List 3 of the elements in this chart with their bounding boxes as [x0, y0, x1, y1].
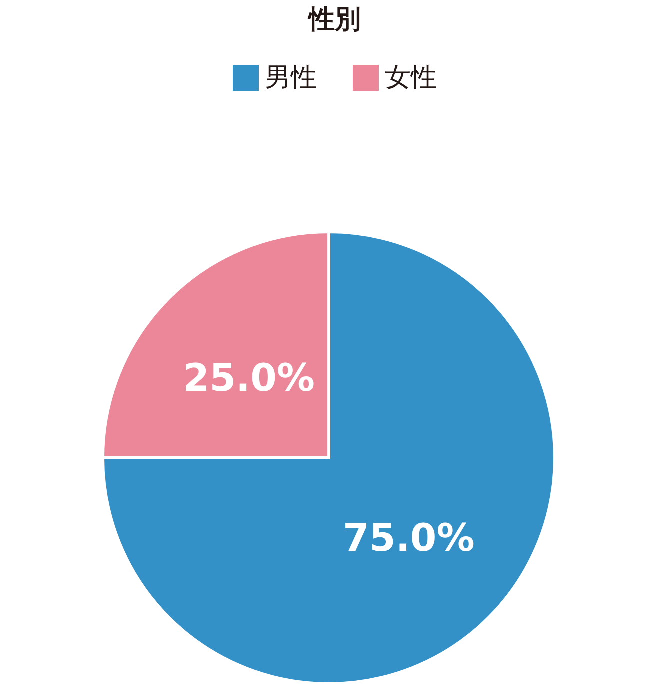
- legend-label: 男性: [265, 63, 317, 93]
- legend-label: 女性: [385, 63, 437, 93]
- title: 性別: [309, 5, 361, 35]
